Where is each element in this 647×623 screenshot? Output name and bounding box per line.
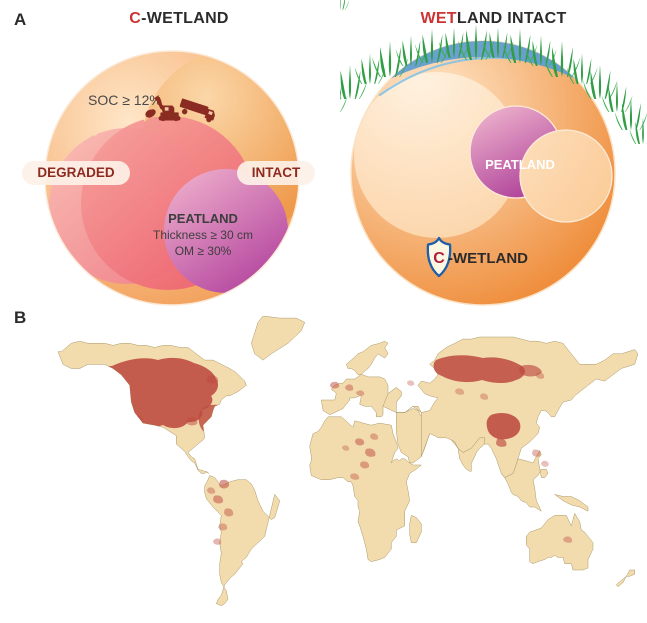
svg-text:INTACT: INTACT [252, 165, 301, 180]
svg-text:SOC ≥ 12%: SOC ≥ 12% [88, 92, 162, 108]
svg-text:-WETLAND: -WETLAND [448, 250, 528, 267]
svg-text:PEATLAND: PEATLAND [485, 157, 555, 172]
svg-text:C: C [433, 250, 445, 267]
svg-text:Thickness ≥ 30 cm: Thickness ≥ 30 cm [153, 228, 253, 242]
svg-text:PEATLAND: PEATLAND [168, 211, 238, 226]
svg-text:DEGRADED: DEGRADED [37, 165, 115, 180]
svg-text:OM ≥ 30%: OM ≥ 30% [175, 244, 232, 258]
